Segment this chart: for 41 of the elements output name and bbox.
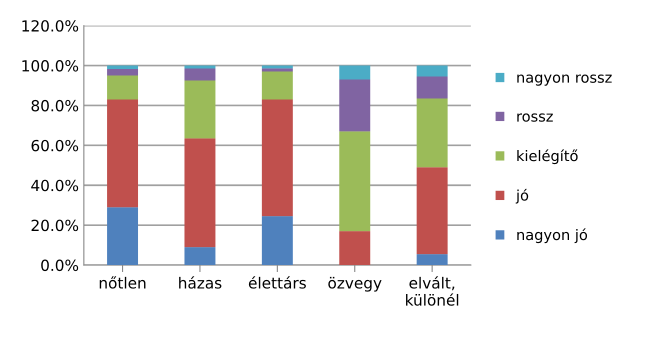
y-tick-label: 120.0% bbox=[22, 20, 78, 32]
bar bbox=[184, 247, 216, 266]
y-tick-label: 0.0% bbox=[41, 260, 78, 272]
bar bbox=[184, 138, 216, 248]
bar bbox=[184, 66, 216, 69]
x-tick-label: nőtlen bbox=[100, 276, 146, 289]
y-tick-label: 80.0% bbox=[31, 100, 78, 112]
y-tick-label: 20.0% bbox=[32, 220, 78, 232]
bar bbox=[416, 167, 448, 254]
bar bbox=[416, 254, 448, 266]
bar bbox=[262, 68, 293, 72]
y-tick-label: 100.0% bbox=[22, 60, 78, 72]
legend-label: jó bbox=[516, 188, 528, 204]
legend-label: kielégítő bbox=[517, 149, 578, 164]
bar bbox=[262, 216, 293, 266]
x-tick-label: házas bbox=[179, 276, 222, 289]
bar bbox=[339, 80, 370, 132]
bar bbox=[184, 68, 216, 81]
bar bbox=[339, 66, 370, 80]
bar bbox=[339, 131, 370, 232]
bar bbox=[262, 66, 293, 68]
bar bbox=[416, 98, 448, 168]
bar bbox=[107, 76, 138, 100]
bar bbox=[339, 231, 370, 266]
bar bbox=[107, 207, 138, 266]
x-tick-label: elvált, különél bbox=[406, 276, 458, 306]
bar bbox=[416, 76, 448, 98]
bar bbox=[107, 99, 138, 208]
y-tick-label: 60.0% bbox=[32, 140, 78, 152]
x-tick-label: élettárs bbox=[248, 276, 306, 289]
bar bbox=[262, 72, 293, 100]
bar bbox=[184, 80, 216, 138]
x-tick-label: özvegy bbox=[328, 276, 382, 292]
legend-label: nagyon rossz bbox=[517, 74, 612, 86]
legend-label: nagyon jó bbox=[517, 228, 588, 244]
bar bbox=[107, 66, 138, 69]
y-tick-label: 40.0% bbox=[31, 180, 78, 192]
bar bbox=[262, 99, 293, 216]
bar bbox=[416, 66, 448, 77]
bar bbox=[107, 68, 138, 76]
legend-label: rossz bbox=[517, 113, 553, 122]
